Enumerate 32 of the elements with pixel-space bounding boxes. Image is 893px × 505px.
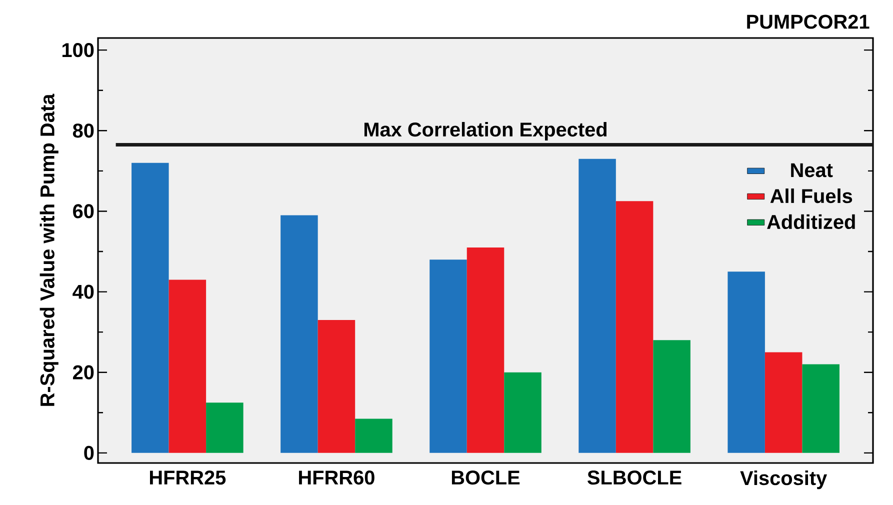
bar [318, 320, 356, 453]
bar [430, 260, 467, 453]
legend-label: Neat [791, 163, 833, 178]
x-tick-label: HFRR25 [150, 470, 226, 485]
bar [206, 402, 244, 453]
bar [132, 162, 169, 453]
bar [168, 280, 206, 453]
bar [578, 158, 616, 453]
bar [466, 247, 504, 453]
bar [653, 340, 690, 453]
y-axis-title: R-Squared Value with Pump Data [40, 94, 58, 406]
y-tick-label: 40 [72, 284, 94, 299]
ref-line-label: Max Correlation Expected [364, 122, 607, 141]
bar [764, 352, 802, 453]
legend-label: Additized [767, 214, 855, 230]
x-tick-label: SLBOCLE [588, 470, 682, 485]
bar [616, 201, 654, 453]
bar [355, 418, 392, 453]
bar [728, 272, 765, 453]
y-tick-label: 0 [84, 446, 94, 460]
y-tick-label: 100 [62, 43, 94, 58]
x-tick-label: BOCLE [452, 470, 520, 485]
bar [280, 215, 318, 453]
y-tick-label: 60 [73, 204, 94, 218]
y-tick-label: 80 [72, 124, 94, 138]
y-tick-label: 20 [73, 365, 94, 380]
bar [802, 364, 840, 453]
x-tick-label: HFRR60 [299, 470, 374, 485]
bar [504, 372, 542, 453]
x-tick-label: Viscosity [740, 470, 828, 490]
legend-label: All Fuels [770, 188, 852, 204]
chart-title: PUMPCOR21 [747, 14, 870, 29]
